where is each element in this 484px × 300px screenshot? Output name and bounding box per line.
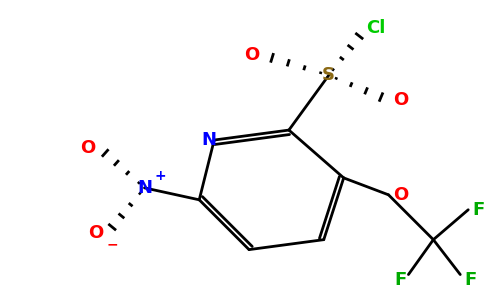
Text: −: − xyxy=(107,238,119,252)
Text: N: N xyxy=(202,131,217,149)
Text: O: O xyxy=(393,186,408,204)
Text: N: N xyxy=(137,179,152,197)
Text: Cl: Cl xyxy=(366,20,385,38)
Text: F: F xyxy=(464,271,476,289)
Text: F: F xyxy=(394,271,407,289)
Text: F: F xyxy=(472,201,484,219)
Text: +: + xyxy=(154,169,166,183)
Text: O: O xyxy=(88,224,103,242)
Text: O: O xyxy=(393,91,408,109)
Text: O: O xyxy=(80,139,95,157)
Text: S: S xyxy=(322,66,335,84)
Text: O: O xyxy=(244,46,259,64)
